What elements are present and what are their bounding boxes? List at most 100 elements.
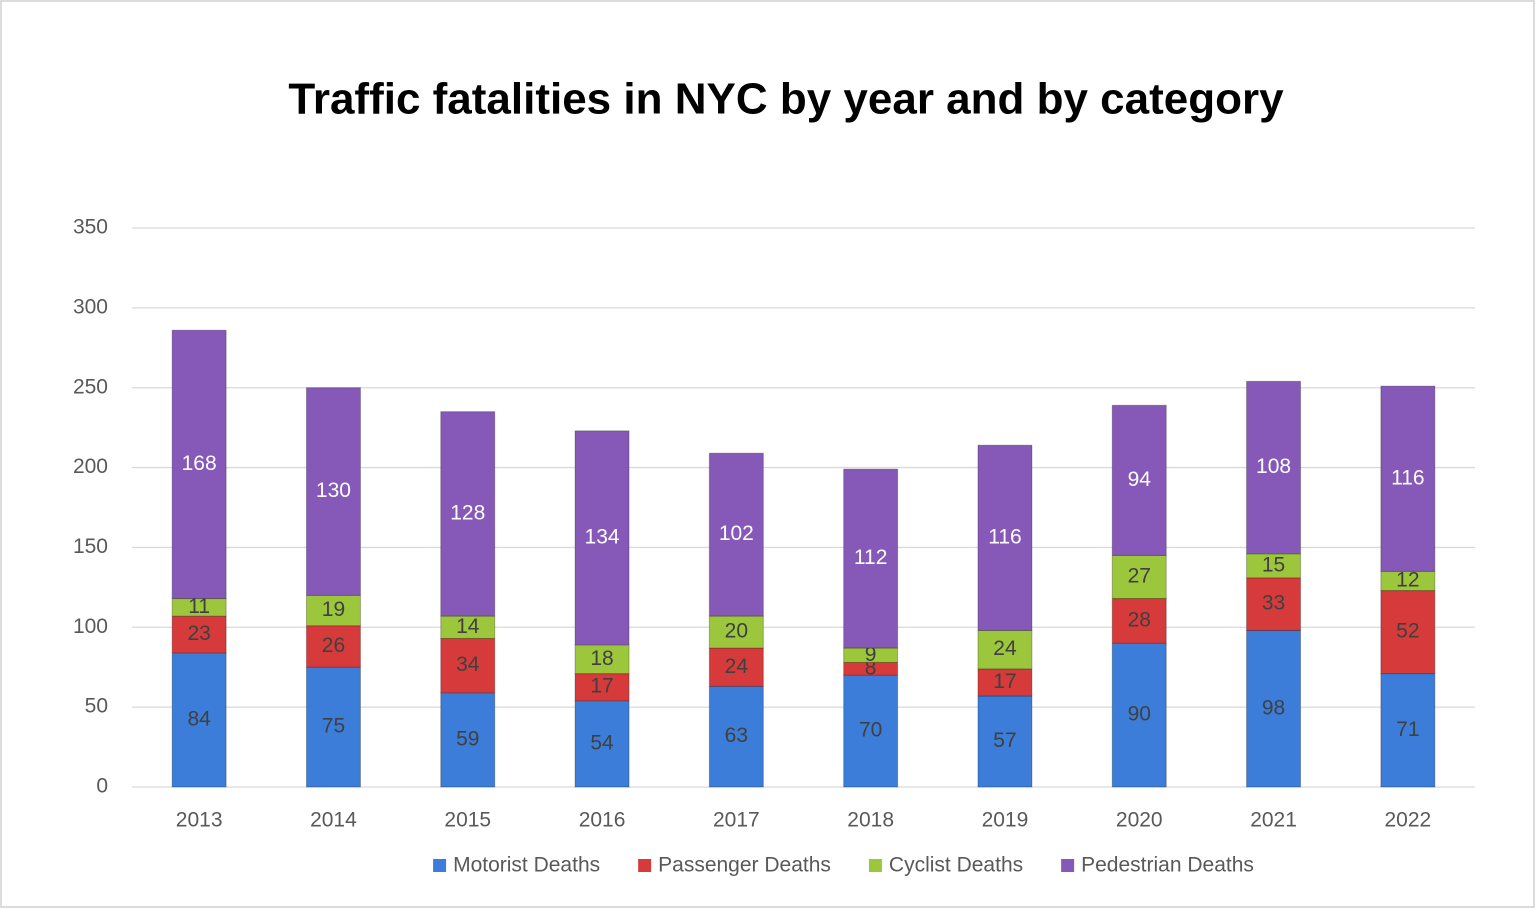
value-label: 84 (187, 707, 211, 730)
bar-segment (977, 668, 1033, 697)
y-tick-label: 300 (73, 295, 108, 318)
bar-segment (1111, 554, 1167, 600)
bar-segment (171, 329, 227, 600)
bar-segment (1111, 404, 1167, 556)
y-tick-label: 350 (73, 216, 108, 239)
value-label: 27 (1128, 565, 1151, 588)
value-label: 28 (1128, 608, 1151, 631)
bar-segment (708, 647, 764, 687)
bar-segment (1380, 385, 1436, 572)
x-tick-label: 2014 (310, 809, 357, 832)
y-tick-label: 0 (96, 775, 108, 798)
y-tick-label: 200 (73, 455, 108, 478)
legend-label: Passenger Deaths (658, 854, 831, 877)
bar-segment (1111, 598, 1167, 644)
x-tick-label: 2021 (1250, 809, 1297, 832)
value-label: 17 (993, 670, 1016, 693)
x-tick-label: 2019 (982, 809, 1029, 832)
bar-segment (574, 673, 630, 702)
value-label: 20 (725, 620, 748, 643)
y-tick-label: 150 (73, 535, 108, 558)
bar-segment (574, 644, 630, 675)
x-tick-label: 2018 (847, 809, 894, 832)
legend-swatch (1061, 859, 1075, 872)
bar-segment (1246, 629, 1302, 788)
value-label: 130 (316, 479, 351, 502)
x-tick-label: 2017 (713, 809, 760, 832)
bar-segment (171, 652, 227, 788)
value-label: 112 (854, 546, 887, 569)
bar-segment (843, 468, 899, 649)
x-tick-label: 2016 (579, 809, 626, 832)
y-tick-label: 50 (85, 695, 108, 718)
value-label: 75 (322, 715, 345, 738)
legend-label: Motorist Deaths (453, 854, 600, 877)
bar-segment (305, 594, 361, 627)
bar-segment (305, 625, 361, 668)
value-label: 94 (1128, 468, 1152, 491)
value-label: 33 (1262, 592, 1285, 615)
bar-segment (305, 387, 361, 596)
value-label: 24 (993, 637, 1017, 660)
bar-segment (1380, 590, 1436, 675)
value-label: 98 (1262, 696, 1285, 719)
value-label: 34 (456, 653, 480, 676)
value-label: 59 (456, 727, 479, 750)
bar-segment (708, 452, 764, 617)
value-label: 90 (1128, 703, 1151, 726)
x-tick-label: 2015 (444, 809, 491, 832)
value-label: 52 (1396, 620, 1419, 643)
value-label: 71 (1396, 718, 1419, 741)
value-label: 70 (859, 719, 882, 742)
value-label: 102 (719, 522, 754, 545)
bar-segment (574, 430, 630, 646)
value-label: 14 (456, 615, 480, 638)
value-label: 108 (1256, 455, 1291, 478)
value-label: 168 (182, 452, 217, 475)
x-tick-label: 2013 (176, 809, 223, 832)
value-label: 57 (993, 729, 1016, 752)
value-label: 18 (590, 647, 613, 670)
value-label: 15 (1262, 553, 1285, 576)
bar-segment (1246, 380, 1302, 555)
value-label: 12 (1396, 569, 1419, 592)
legend-swatch (638, 859, 652, 872)
legend-label: Pedestrian Deaths (1081, 854, 1254, 877)
value-label: 116 (988, 525, 1021, 548)
bar-segment (977, 629, 1033, 670)
value-label: 134 (585, 525, 620, 548)
bar-segment (1111, 642, 1167, 788)
bar-segment (977, 695, 1033, 788)
value-label: 128 (450, 501, 485, 524)
value-label: 54 (590, 731, 614, 754)
y-tick-label: 250 (73, 375, 108, 398)
value-label: 26 (322, 634, 345, 657)
bar-segment (171, 615, 227, 654)
bar-segment (708, 685, 764, 788)
y-tick-label: 100 (73, 615, 108, 638)
value-label: 9 (865, 643, 877, 666)
bar-segment (171, 598, 227, 617)
bar-segment (1380, 673, 1436, 788)
bar-segment (305, 666, 361, 788)
value-label: 19 (322, 598, 345, 621)
value-label: 17 (590, 675, 613, 698)
bar-segment (440, 411, 496, 617)
value-label: 116 (1391, 466, 1424, 489)
bar-segment (1246, 577, 1302, 631)
value-label: 8 (865, 656, 877, 679)
legend-swatch (433, 859, 447, 872)
value-label: 23 (187, 622, 210, 645)
bar-segment (843, 674, 899, 788)
legend-label: Cyclist Deaths (889, 854, 1023, 877)
bar-segment (977, 444, 1033, 631)
x-tick-label: 2020 (1116, 809, 1163, 832)
value-label: 24 (725, 655, 749, 678)
legend-swatch (868, 859, 882, 872)
chart-title: Traffic fatalities in NYC by year and by… (288, 75, 1284, 124)
bar-segment (440, 637, 496, 694)
bar-segment (574, 700, 630, 788)
x-tick-label: 2022 (1384, 809, 1431, 832)
